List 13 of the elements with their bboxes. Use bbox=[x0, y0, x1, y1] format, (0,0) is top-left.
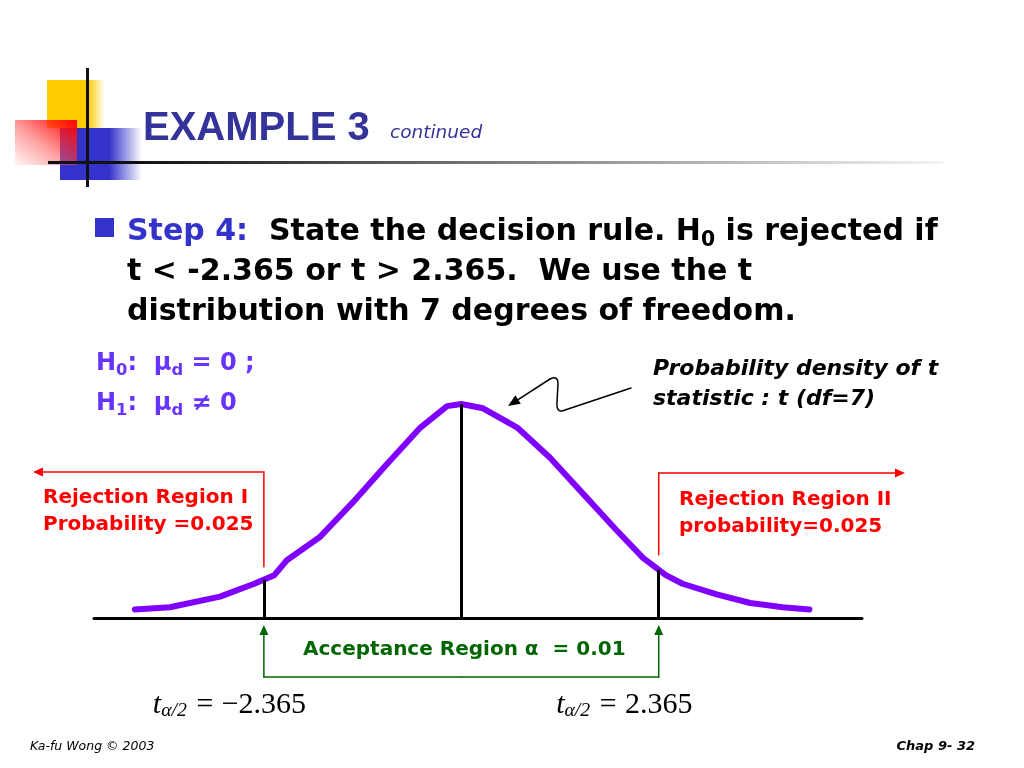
chart-title: EXAMPLE 3 bbox=[143, 104, 370, 149]
x-tick-label: 2.365 bbox=[624, 685, 693, 719]
annotation: H$_{1}$: μ$_{d}$ ≠ 0 bbox=[96, 387, 237, 421]
annotation: Probability density of t statistic : t (df=7) bbox=[653, 354, 939, 412]
text: Ka-fu Wong © 2003 bbox=[30, 738, 155, 753]
chart-subtitle: continued bbox=[390, 121, 483, 142]
x-tick-label: −2.365 bbox=[221, 685, 307, 719]
text: Step 4: State the decision rule. H$_{0}$ is rejected if t < -2.365 or t > 2.365. We use the t distribution with 7 degrees of freedom. bbox=[127, 211, 938, 329]
text: Acceptance Region α = 0.01 bbox=[303, 635, 626, 662]
annotation: Rejection Region II probability=0.025 bbox=[679, 485, 892, 539]
annotation: Rejection Region I Probability =0.025 bbox=[43, 483, 254, 537]
text: H$_{0}$: μ$_{d}$ = 0 ; bbox=[96, 347, 255, 381]
text: Chap 9- 32 bbox=[896, 738, 975, 753]
